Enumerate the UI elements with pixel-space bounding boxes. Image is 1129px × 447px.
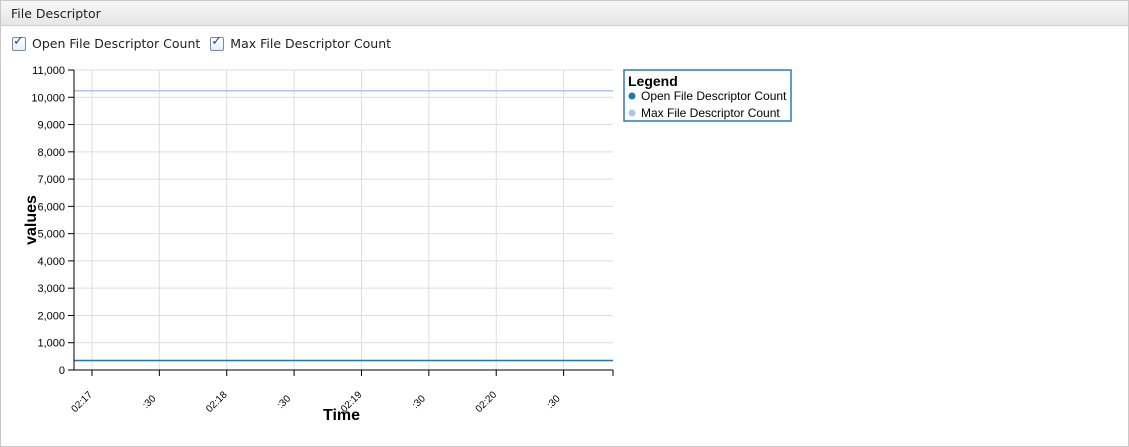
panel-title: File Descriptor: [11, 6, 101, 21]
x-axis-title: Time: [323, 407, 360, 424]
y-tick-label: 0: [59, 365, 65, 377]
checkmark-icon: ✓: [13, 33, 24, 49]
open-fd-count-toggle[interactable]: ✓ Open File Descriptor Count: [12, 33, 201, 51]
panel-header: File Descriptor: [1, 1, 1128, 26]
chart-series: [74, 89, 613, 362]
legend-marker: [628, 92, 636, 100]
legend-box: [623, 69, 792, 122]
max-fd-count-label: Max File Descriptor Count: [230, 36, 392, 51]
x-tick-label: 02:18: [204, 389, 230, 415]
x-tick-label: :30: [410, 393, 428, 411]
open-fd-count-checkbox[interactable]: ✓: [12, 33, 26, 51]
max-fd-count-toggle[interactable]: ✓ Max File Descriptor Count: [210, 33, 392, 51]
checkmark-icon: ✓: [211, 33, 223, 49]
y-tick-label: 8,000: [37, 147, 65, 159]
legend-item-label: Open File Descriptor Count: [641, 89, 787, 103]
x-tick-label: :30: [276, 393, 294, 411]
y-tick-label: 11,000: [32, 65, 65, 77]
y-tick-label: 3,000: [37, 283, 65, 295]
legend-title: Legend: [628, 73, 678, 89]
y-axis-title: values: [23, 195, 40, 245]
y-tick-label: 2,000: [37, 310, 65, 322]
y-tick-label: 9,000: [37, 120, 65, 132]
y-tick-label: 10,000: [31, 92, 65, 104]
series-toggles: ✓ Open File Descriptor Count ✓ Max File …: [12, 33, 392, 51]
y-tick-label: 1,000: [37, 338, 65, 350]
chart-axes: 0 1,000 2,000 3,000 4,000 5,000 6,000 7,000 8,00…: [23, 65, 614, 424]
x-tick-label: :30: [141, 393, 159, 411]
x-tick-label: :30: [545, 393, 563, 411]
legend-item-label: Max File Descriptor Count: [641, 106, 780, 120]
y-tick-label: 4,000: [37, 256, 65, 268]
legend-marker: [628, 109, 636, 117]
fd-chart: 0 1,000 2,000 3,000 4,000 5,000 6,000 7,000 8,00…: [23, 65, 792, 424]
chart-grid: [74, 69, 613, 371]
y-tick-label: 6,000: [37, 201, 65, 213]
x-tick-label: 02:20: [474, 389, 500, 415]
max-fd-count-checkbox[interactable]: ✓: [210, 33, 225, 51]
y-tick-label: 7,000: [37, 174, 65, 186]
y-tick-label: 5,000: [37, 229, 65, 241]
open-fd-count-label: Open File Descriptor Count: [32, 36, 201, 51]
x-tick-label: 02:17: [69, 389, 95, 415]
